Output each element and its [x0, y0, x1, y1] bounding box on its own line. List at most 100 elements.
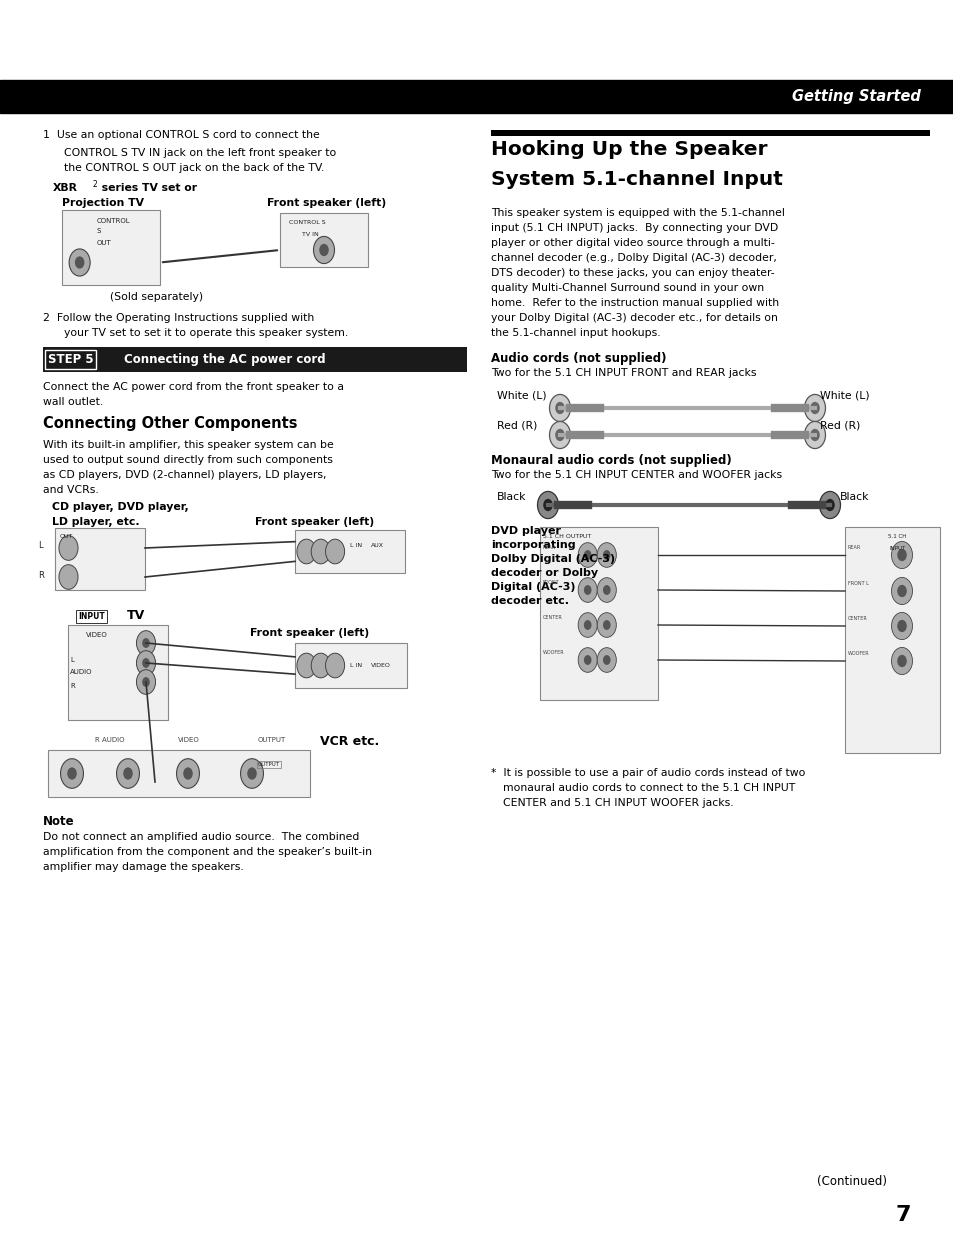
Text: wall outlet.: wall outlet. [43, 397, 103, 407]
Text: OUT: OUT [60, 534, 73, 539]
Circle shape [311, 539, 330, 563]
Text: VIDEO: VIDEO [371, 663, 391, 668]
Circle shape [602, 655, 610, 665]
Circle shape [578, 613, 597, 637]
Text: Front speaker (left): Front speaker (left) [250, 628, 369, 637]
Circle shape [890, 541, 911, 568]
Circle shape [136, 630, 155, 655]
Text: Front speaker (left): Front speaker (left) [254, 517, 374, 526]
Text: INPUT: INPUT [888, 546, 904, 551]
Text: Front speaker (left): Front speaker (left) [267, 199, 386, 208]
Circle shape [890, 647, 911, 674]
Text: LD player, etc.: LD player, etc. [52, 517, 140, 526]
Circle shape [583, 586, 591, 596]
Circle shape [123, 767, 132, 779]
Text: Do not connect an amplified audio source.  The combined: Do not connect an amplified audio source… [43, 832, 359, 842]
Text: R: R [38, 571, 44, 580]
Text: TV IN: TV IN [302, 232, 318, 237]
Text: the CONTROL S OUT jack on the back of the TV.: the CONTROL S OUT jack on the back of th… [64, 163, 324, 173]
Text: Red (R): Red (R) [820, 420, 860, 430]
Circle shape [136, 670, 155, 694]
Text: monaural audio cords to connect to the 5.1 CH INPUT: monaural audio cords to connect to the 5… [502, 783, 794, 793]
Circle shape [296, 653, 315, 678]
Circle shape [597, 613, 616, 637]
Text: Connecting Other Components: Connecting Other Components [43, 416, 297, 432]
Text: Connecting the AC power cord: Connecting the AC power cord [124, 353, 325, 366]
Text: Black: Black [840, 492, 868, 502]
Text: 5.1 CH OUTPUT: 5.1 CH OUTPUT [542, 534, 591, 539]
Circle shape [136, 651, 155, 676]
Text: Red (R): Red (R) [497, 420, 537, 430]
Circle shape [142, 677, 150, 687]
Text: FRONT: FRONT [542, 580, 558, 586]
Circle shape [890, 577, 911, 604]
Circle shape [803, 395, 824, 422]
Text: OUT: OUT [96, 240, 111, 247]
Text: Dolby Digital (AC-3): Dolby Digital (AC-3) [491, 554, 615, 563]
Circle shape [824, 499, 834, 512]
Text: the 5.1-channel input hookups.: the 5.1-channel input hookups. [491, 328, 660, 338]
Text: Two for the 5.1 CH INPUT CENTER and WOOFER jacks: Two for the 5.1 CH INPUT CENTER and WOOF… [491, 470, 781, 480]
Text: and VCRs.: and VCRs. [43, 485, 98, 494]
Circle shape [583, 655, 591, 665]
Text: used to output sound directly from such components: used to output sound directly from such … [43, 455, 333, 465]
Circle shape [176, 758, 199, 788]
Text: White (L): White (L) [497, 390, 546, 399]
Text: R: R [70, 683, 74, 689]
Circle shape [537, 492, 558, 519]
Text: decoder etc.: decoder etc. [491, 596, 569, 605]
Circle shape [183, 767, 193, 779]
Circle shape [247, 767, 256, 779]
Circle shape [809, 402, 819, 414]
Text: WOOFER: WOOFER [847, 651, 868, 656]
Circle shape [296, 539, 315, 563]
Text: 1  Use an optional CONTROL S cord to connect the: 1 Use an optional CONTROL S cord to conn… [43, 129, 319, 141]
Circle shape [142, 658, 150, 668]
Text: series TV set or: series TV set or [98, 182, 197, 194]
Text: 2: 2 [92, 180, 97, 189]
Text: CONTROL: CONTROL [96, 218, 130, 224]
Circle shape [597, 543, 616, 567]
Text: your Dolby Digital (AC-3) decoder etc., for details on: your Dolby Digital (AC-3) decoder etc., … [491, 313, 778, 323]
Text: This speaker system is equipped with the 5.1-channel: This speaker system is equipped with the… [491, 208, 784, 218]
Circle shape [809, 429, 819, 441]
Text: DVD player: DVD player [491, 526, 560, 536]
Text: (Sold separately): (Sold separately) [110, 292, 203, 302]
Circle shape [896, 549, 905, 561]
Text: CONTROL S: CONTROL S [289, 219, 325, 224]
Circle shape [602, 586, 610, 596]
Circle shape [549, 395, 570, 422]
Text: Connect the AC power cord from the front speaker to a: Connect the AC power cord from the front… [43, 382, 344, 392]
Text: amplification from the component and the speaker’s built-in: amplification from the component and the… [43, 847, 372, 857]
Circle shape [314, 237, 335, 264]
Circle shape [59, 535, 78, 560]
Text: player or other digital video source through a multi-: player or other digital video source thr… [491, 238, 774, 248]
Circle shape [319, 244, 329, 256]
Bar [62, 210, 160, 285]
Text: With its built-in amplifier, this speaker system can be: With its built-in amplifier, this speake… [43, 440, 334, 450]
Text: channel decoder (e.g., Dolby Digital (AC-3) decoder,: channel decoder (e.g., Dolby Digital (AC… [491, 253, 777, 263]
Bar [68, 625, 168, 720]
Circle shape [597, 647, 616, 672]
Text: CD player, DVD player,: CD player, DVD player, [52, 502, 189, 512]
Circle shape [819, 492, 840, 519]
Circle shape [583, 620, 591, 630]
Circle shape [311, 653, 330, 678]
Text: (Continued): (Continued) [817, 1175, 886, 1189]
Text: Digital (AC-3): Digital (AC-3) [491, 582, 576, 592]
Text: 5.1 CH: 5.1 CH [887, 534, 905, 539]
Text: quality Multi-Channel Surround sound in your own: quality Multi-Channel Surround sound in … [491, 284, 763, 293]
Text: STEP 5: STEP 5 [48, 353, 93, 366]
Text: VIDEO: VIDEO [178, 737, 199, 743]
Circle shape [602, 620, 610, 630]
Circle shape [578, 647, 597, 672]
Text: FRONT L: FRONT L [847, 581, 868, 586]
Circle shape [896, 655, 905, 667]
Text: OUTPUT: OUTPUT [257, 737, 286, 743]
Circle shape [890, 613, 911, 640]
Circle shape [578, 578, 597, 603]
Text: CONTROL S TV IN jack on the left front speaker to: CONTROL S TV IN jack on the left front s… [64, 148, 335, 158]
Text: 2  Follow the Operating Instructions supplied with: 2 Follow the Operating Instructions supp… [43, 313, 314, 323]
Circle shape [578, 543, 597, 567]
Text: DTS decoder) to these jacks, you can enjoy theater-: DTS decoder) to these jacks, you can enj… [491, 268, 774, 277]
